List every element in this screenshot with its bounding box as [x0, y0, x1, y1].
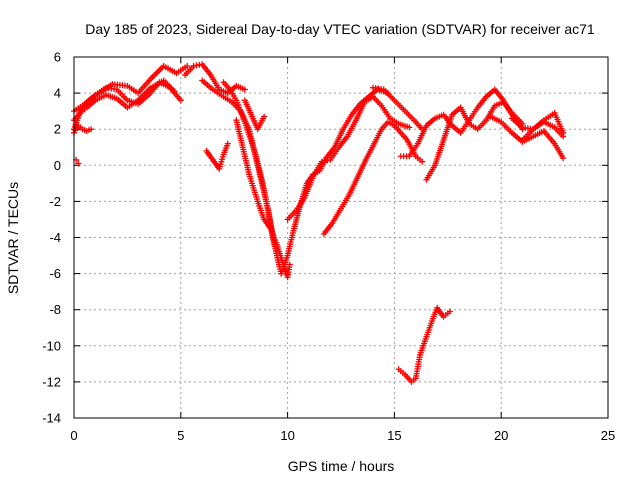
x-tick-label: 15	[387, 428, 401, 443]
series-track-12	[278, 86, 391, 277]
y-tick-label: -6	[49, 266, 61, 281]
x-axis-label: GPS time / hours	[288, 458, 395, 474]
plot-frame	[73, 56, 609, 419]
data-point	[406, 124, 413, 131]
data-point	[184, 63, 191, 70]
x-tick-label: 10	[280, 428, 294, 443]
data-point	[88, 126, 95, 133]
series-track-20	[519, 118, 567, 144]
x-tick-label: 5	[177, 428, 184, 443]
data-point	[286, 261, 293, 268]
data-points	[71, 61, 567, 385]
series-track-5	[73, 156, 82, 167]
data-point	[75, 160, 82, 167]
data-point	[419, 158, 426, 165]
data-point	[261, 113, 268, 120]
y-tick-label: 0	[54, 158, 61, 173]
data-point	[560, 155, 567, 162]
y-tick-label: -2	[49, 194, 61, 209]
data-point	[171, 88, 178, 95]
data-point	[224, 140, 231, 147]
y-tick-label: -14	[42, 411, 61, 426]
x-tick-label: 25	[601, 428, 615, 443]
y-tick-label: -8	[49, 302, 61, 317]
series-track-15	[370, 84, 426, 133]
series-track-6	[182, 61, 248, 97]
y-tick-label: 4	[54, 86, 61, 101]
data-point	[446, 308, 453, 315]
series-track-21	[395, 304, 453, 385]
series-track-17	[423, 99, 526, 183]
series-track-4	[71, 122, 95, 136]
series-track-18	[487, 113, 567, 162]
chart-title: Day 185 of 2023, Sidereal Day-to-day VTE…	[85, 21, 595, 37]
data-point	[560, 133, 567, 140]
y-tick-label: -4	[49, 230, 61, 245]
series-track-13	[284, 93, 413, 223]
axis-ticks: 0 5 10 15 20 25 -14 -12 -10 -8 -6 -4 -2 0 2 4 6	[42, 50, 615, 444]
grid	[74, 57, 608, 418]
data-point	[177, 97, 184, 104]
y-tick-label: 6	[54, 50, 61, 65]
x-tick-label: 0	[70, 428, 77, 443]
series-track-11	[241, 97, 268, 133]
y-tick-label: 2	[54, 122, 61, 137]
x-tick-label: 20	[494, 428, 508, 443]
series-track-3	[71, 77, 178, 124]
y-axis-label: SDTVAR / TECUs	[5, 182, 21, 294]
data-point	[241, 86, 248, 93]
series-track-14	[320, 118, 426, 237]
y-tick-label: -10	[42, 338, 61, 353]
y-tick-label: -12	[42, 374, 61, 389]
series-track-10	[203, 140, 231, 172]
